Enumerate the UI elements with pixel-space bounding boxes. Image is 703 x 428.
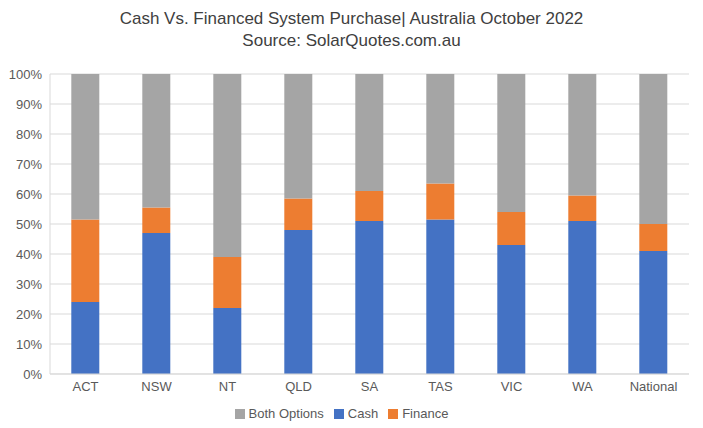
- html-text:Cash Vs. Financed System Purch: Cash Vs. Financed System Purchase| Austr…: [119, 9, 584, 28]
- svg-text:50%: 50%: [16, 217, 42, 232]
- html-text:Cash: Cash: [347, 406, 379, 421]
- svg-text:100%: 100%: [9, 67, 43, 82]
- svg-text:NSW: NSW: [141, 379, 172, 394]
- svg-text:NT: NT: [219, 379, 236, 394]
- svg-text:20%: 20%: [16, 307, 42, 322]
- svg-text:70%: 70%: [16, 157, 42, 172]
- svg-text:ACT: ACT: [73, 379, 99, 394]
- svg-text:WA: WA: [572, 379, 593, 394]
- html-text:Finance: Finance: [402, 406, 449, 421]
- svg-text:SA: SA: [361, 379, 379, 394]
- svg-text:30%: 30%: [16, 277, 42, 292]
- svg-text:90%: 90%: [16, 97, 42, 112]
- svg-text:VIC: VIC: [501, 379, 523, 394]
- svg-text:10%: 10%: [16, 337, 42, 352]
- svg-text:TAS: TAS: [428, 379, 453, 394]
- svg-text:60%: 60%: [16, 187, 42, 202]
- svg-text:National: National: [630, 379, 678, 394]
- html-text:Both Options: Both Options: [248, 406, 324, 421]
- svg-text:0%: 0%: [23, 367, 42, 382]
- svg-text:80%: 80%: [16, 127, 42, 142]
- svg-text:QLD: QLD: [285, 379, 312, 394]
- html-text:Source: SolarQuotes.com.au: Source: SolarQuotes.com.au: [242, 31, 461, 50]
- svg-text:40%: 40%: [16, 247, 42, 262]
